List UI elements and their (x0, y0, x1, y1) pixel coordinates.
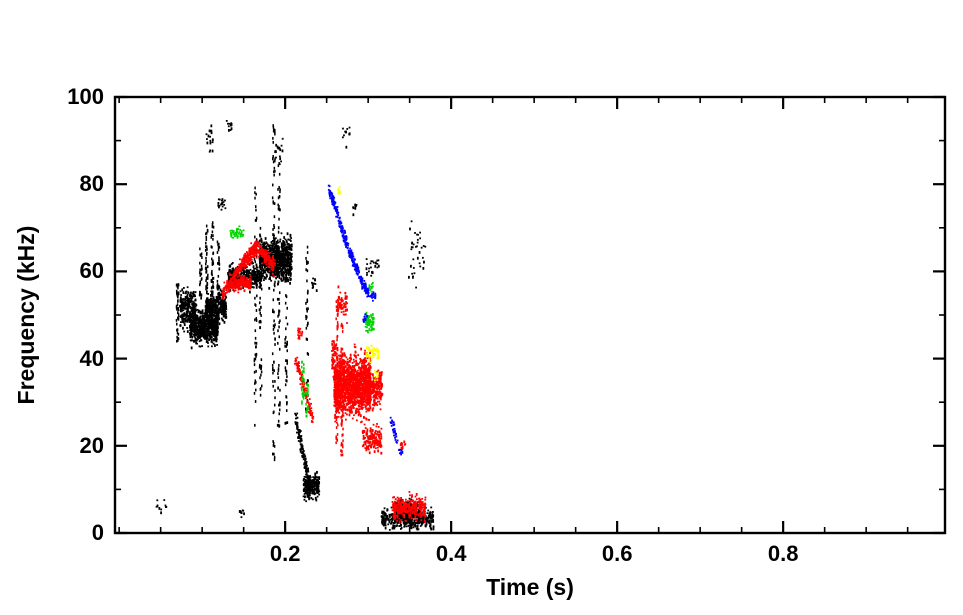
x-axis-title: Time (s) (486, 574, 574, 600)
y-axis-title: Frequency (kHz) (13, 225, 39, 405)
x-tick-label: 0.2 (269, 541, 301, 566)
x-tick-label: 0.8 (767, 541, 799, 566)
y-tick-label: 100 (67, 84, 104, 109)
y-tick-label: 80 (79, 171, 104, 197)
y-tick-label: 60 (79, 258, 104, 284)
y-tick-label: 0 (91, 520, 104, 545)
x-tick-label: 0.4 (435, 541, 467, 566)
y-tick-label: 20 (79, 432, 104, 458)
y-tick-label: 40 (79, 345, 104, 371)
x-tick-label: 0.6 (601, 541, 633, 566)
